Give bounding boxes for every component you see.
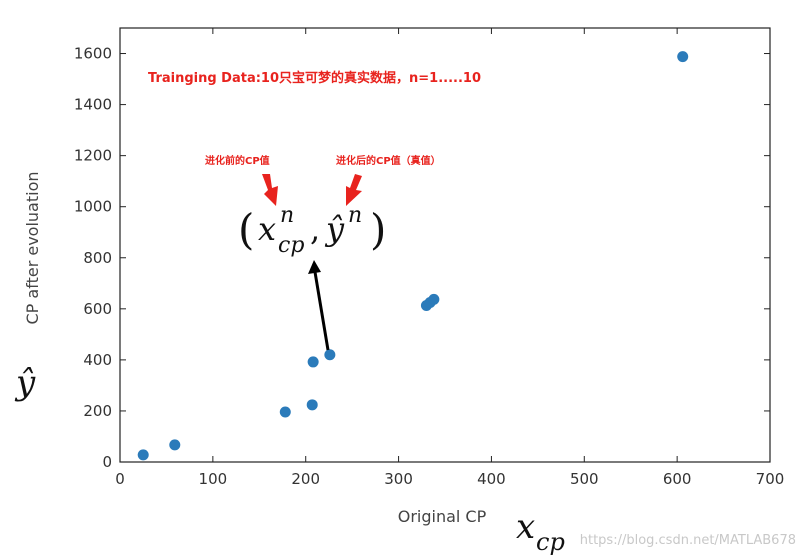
svg-text:cp: cp [536,528,565,556]
svg-text:ŷ: ŷ [324,210,345,248]
y-tick-label: 1600 [74,45,112,63]
y-axis-title: CP after evoluation [23,172,42,325]
svg-text:cp: cp [278,233,304,258]
black-arrow-icon [308,260,330,351]
y-hat-label: ŷ [14,363,36,403]
x-tick-label: 500 [570,470,599,488]
y-tick-label: 1000 [74,198,112,216]
y-tick-label: 600 [83,300,112,318]
x-tick-label: 300 [384,470,413,488]
x-tick-label: 400 [477,470,506,488]
y-tick-label: 0 [102,453,112,471]
data-point [169,439,181,451]
data-points [137,51,689,461]
y-tick-label: 1400 [74,96,112,114]
data-point [324,349,336,361]
data-point [137,449,149,461]
svg-text:,: , [310,210,320,248]
pair-formula: ( x n cp , ŷ n ) [238,203,386,258]
y-tick-label: 400 [83,351,112,369]
x-tick-label: 700 [756,470,785,488]
axis-ticks: 0 100 200 300 400 500 600 700 0 200 400 600 800 1000 1… [74,28,785,488]
plot-frame [119,27,771,463]
svg-text:x: x [258,210,276,248]
x-cp-label: x cp [516,507,565,556]
data-point [307,356,319,368]
data-point [428,293,440,305]
svg-text:x: x [516,507,535,547]
red-arrow-icon [262,174,278,206]
after-evolution-note: 进化后的CP值（真值） [336,154,441,167]
red-arrow-icon [346,174,362,206]
x-tick-label: 0 [115,470,125,488]
svg-text:(: ( [238,205,254,254]
x-tick-label: 100 [199,470,228,488]
svg-text:): ) [370,205,386,254]
watermark: https://blog.csdn.net/MATLAB678 [580,533,796,548]
svg-text:n: n [348,203,362,228]
training-data-note: Trainging Data:10只宝可梦的真实数据，n=1.....10 [148,70,481,86]
x-axis-title: Original CP [398,507,487,526]
data-point [279,406,291,418]
data-point [306,399,318,411]
data-point [677,51,689,63]
y-tick-label: 1200 [74,147,112,165]
before-evolution-note: 进化前的CP值 [205,154,270,167]
svg-text:n: n [280,203,294,228]
y-tick-label: 800 [83,249,112,267]
x-tick-label: 200 [291,470,320,488]
y-tick-label: 200 [83,402,112,420]
x-tick-label: 600 [663,470,692,488]
